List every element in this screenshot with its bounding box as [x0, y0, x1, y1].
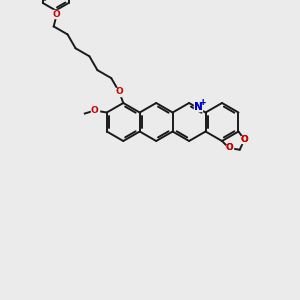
Text: N: N [194, 102, 203, 112]
Text: +: + [199, 98, 206, 107]
Text: +: + [199, 98, 206, 107]
Text: O: O [225, 143, 233, 152]
Text: O: O [241, 135, 248, 144]
Text: O: O [241, 135, 248, 144]
Bar [194, 103, 202, 111]
Bar [91, 106, 99, 115]
Text: N: N [194, 102, 203, 112]
Bar [241, 136, 248, 143]
Text: O: O [225, 143, 233, 152]
Text: O: O [53, 10, 61, 19]
Text: O: O [116, 88, 123, 97]
Text: O: O [91, 106, 99, 115]
Bar [53, 11, 61, 18]
Bar [226, 145, 232, 152]
Bar [115, 88, 123, 96]
